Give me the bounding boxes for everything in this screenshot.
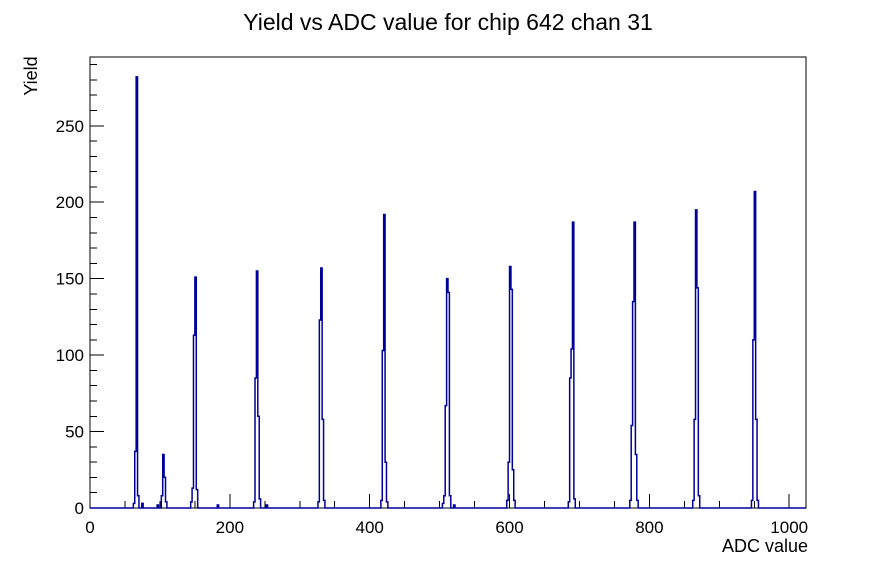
x-axis-ticks xyxy=(89,494,790,508)
x-tick-label: 0 xyxy=(85,518,94,537)
x-tick-label: 800 xyxy=(635,518,663,537)
x-tick-label: 200 xyxy=(216,518,244,537)
x-axis-labels: 0 200 400 600 800 1000 xyxy=(85,518,808,537)
plot-frame xyxy=(89,56,807,509)
y-tick-label: 50 xyxy=(65,423,84,442)
y-tick-label: 150 xyxy=(56,270,84,289)
y-tick-label: 100 xyxy=(56,346,84,365)
histogram-series xyxy=(90,76,806,509)
y-tick-label: 200 xyxy=(56,193,84,212)
x-tick-label: 600 xyxy=(495,518,523,537)
x-tick-label: 1000 xyxy=(770,518,808,537)
plot-frame-rect xyxy=(89,56,807,509)
chart-title: Yield vs ADC value for chip 642 chan 31 xyxy=(243,9,653,35)
x-axis-title: ADC value xyxy=(722,536,808,556)
x-tick-label: 400 xyxy=(356,518,384,537)
histogram-line xyxy=(90,76,806,509)
y-axis-ticks xyxy=(90,64,104,509)
y-axis-title: Yield xyxy=(21,56,41,95)
y-tick-label: 250 xyxy=(56,117,84,136)
y-axis-labels: 0 50 100 150 200 250 xyxy=(56,117,84,518)
y-tick-label: 0 xyxy=(75,499,84,518)
